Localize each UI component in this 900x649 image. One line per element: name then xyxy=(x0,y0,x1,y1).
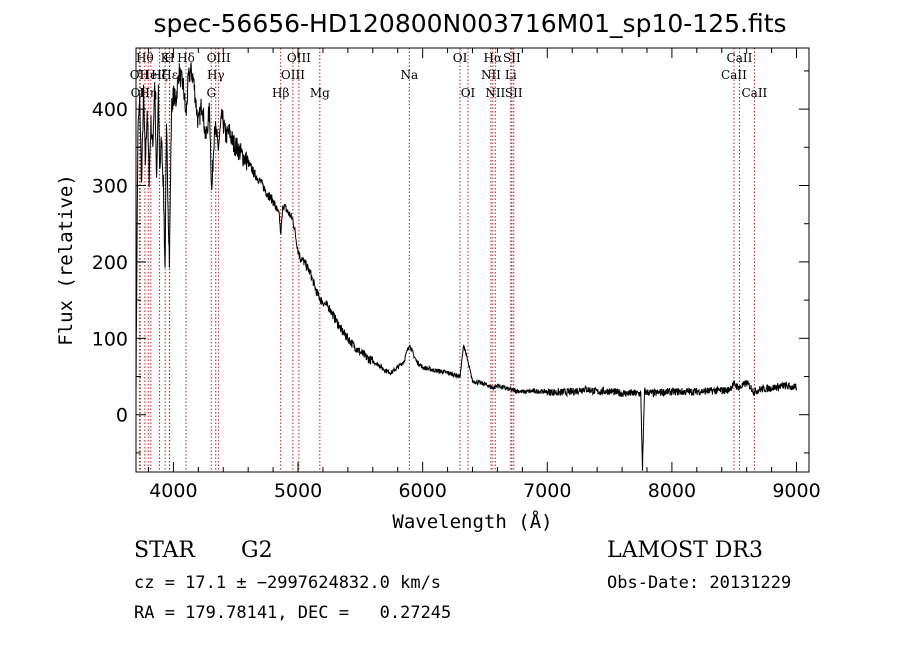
line-label-OIII: OIII xyxy=(287,51,311,65)
line-label-NII: NII xyxy=(485,86,505,100)
spectral-line-labels: OIIOIIHθHηHeIHζKHHεHδGHγOIIIHβOIIIOIIIMg… xyxy=(130,51,768,100)
line-label-CaII: CaII xyxy=(727,51,753,65)
x-tick-label: 6000 xyxy=(398,480,446,502)
chart-title: spec-56656-HD120800N003716M01_sp10-125.f… xyxy=(153,9,786,38)
line-label-NII: NII xyxy=(481,68,501,82)
survey-name: LAMOST DR3 xyxy=(607,538,763,563)
spectral-line-markers xyxy=(138,48,755,472)
line-label-Hε: Hε xyxy=(161,68,178,82)
line-label-Hγ: Hγ xyxy=(207,68,225,82)
line-label-Hθ: Hθ xyxy=(136,51,154,65)
line-label-CaII: CaII xyxy=(741,86,767,100)
x-tick-label: 5000 xyxy=(274,480,322,502)
flux-series-group xyxy=(135,62,797,471)
line-label-HeI: HeI xyxy=(140,68,163,82)
object-subclass: G2 xyxy=(241,538,273,563)
x-axis-label: Wavelength (Å) xyxy=(392,510,552,533)
flux-spectrum-line xyxy=(135,62,797,471)
observation-date: Obs-Date: 20131229 xyxy=(607,573,792,593)
line-label-Hβ: Hβ xyxy=(272,86,289,100)
line-label-OII: OII xyxy=(130,68,150,82)
object-class: STAR xyxy=(134,538,195,563)
line-label-Mg: Mg xyxy=(310,86,330,100)
plot-frame xyxy=(135,47,810,473)
line-label-Hδ: Hδ xyxy=(177,51,195,65)
line-label-SII: SII xyxy=(503,51,521,65)
axes: 4000 5000 6000 7000 8000 9000 0 100 200 300 400 xyxy=(92,48,821,502)
line-label-G: G xyxy=(206,86,216,100)
line-label-OIII: OIII xyxy=(207,51,231,65)
y-tick-label: 300 xyxy=(92,176,128,198)
line-label-Na: Na xyxy=(400,68,418,82)
x-tick-label: 4000 xyxy=(149,480,197,502)
y-tick-label: 400 xyxy=(92,99,128,121)
line-label-Hα: Hα xyxy=(484,51,503,65)
x-tick-label: 7000 xyxy=(523,480,571,502)
line-label-K: K xyxy=(161,51,171,65)
line-label-H: H xyxy=(164,51,174,65)
line-label-CaII: CaII xyxy=(721,68,747,82)
y-axis-label: Flux (relative) xyxy=(55,174,77,346)
x-tick-label: 8000 xyxy=(648,480,696,502)
line-label-Hζ: Hζ xyxy=(151,68,168,82)
coordinates-readout: RA = 179.78141, DEC = 0.27245 xyxy=(134,603,452,623)
redshift-readout: cz = 17.1 ± −2997624832.0 km/s xyxy=(134,573,442,593)
y-tick-label: 200 xyxy=(92,252,128,274)
line-label-OI: OI xyxy=(453,51,468,65)
line-label-Li: Li xyxy=(505,68,517,82)
line-label-OI: OI xyxy=(461,86,476,100)
line-label-OIII: OIII xyxy=(281,68,305,82)
line-label-OII: OII xyxy=(131,86,151,100)
line-label-SII: SII xyxy=(505,86,523,100)
y-tick-label: 0 xyxy=(116,405,128,427)
y-tick-label: 100 xyxy=(92,328,128,350)
x-tick-label: 9000 xyxy=(772,480,820,502)
